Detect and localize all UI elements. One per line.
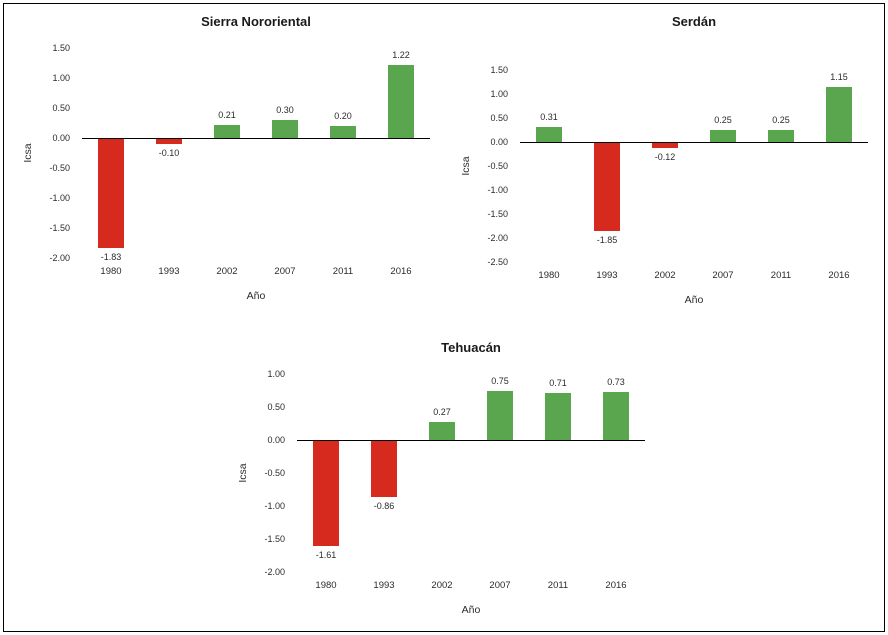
chart-serdan: Serdán Icsa Año 1.50 1.00 0.50 0.00 -0.50 -1.… [448, 8, 880, 320]
bar-value-label: 0.71 [549, 378, 567, 389]
y-tick-label: 0.50 [52, 102, 70, 113]
x-tick-label: 2011 [770, 270, 792, 281]
bar-2011 [330, 126, 356, 138]
bar-value-label: -0.12 [654, 151, 676, 162]
y-tick-label: -0.50 [49, 162, 70, 173]
x-tick-label: 1993 [596, 270, 618, 281]
bar-2002 [214, 125, 240, 138]
y-tick-label: 0.00 [267, 434, 285, 445]
bar-value-label: -1.83 [100, 251, 122, 262]
y-tick-label: -1.00 [49, 192, 70, 203]
x-tick-label: 2007 [274, 266, 296, 277]
bar-2016 [388, 64, 414, 138]
bar-value-label: 0.73 [607, 376, 625, 387]
y-tick-label: -1.50 [49, 222, 70, 233]
x-tick-label: 2002 [216, 266, 238, 277]
y-tick-label: -1.50 [487, 208, 508, 219]
x-tick-label: 2002 [654, 270, 676, 281]
chart-title: Sierra Nororiental [201, 14, 311, 29]
x-axis-label: Año [684, 294, 704, 306]
x-tick-label: 1980 [100, 266, 122, 277]
y-tick-label: 1.50 [490, 64, 508, 75]
bar-value-label: 0.30 [276, 105, 294, 115]
y-tick-label: 0.00 [490, 136, 508, 147]
y-tick-label: -2.00 [49, 252, 70, 263]
bar-value-label: -0.10 [158, 148, 180, 158]
bar-value-label: 0.27 [433, 407, 451, 418]
x-tick-label: 2007 [712, 270, 734, 281]
x-tick-label: 2011 [547, 580, 569, 591]
bar-2002 [652, 143, 678, 148]
y-tick-label: -1.00 [264, 500, 285, 511]
y-tick-label: -2.50 [487, 256, 508, 267]
y-tick-label: 1.00 [52, 72, 70, 83]
bar-2002 [429, 422, 455, 440]
x-tick-label: 2016 [828, 270, 850, 281]
y-tick-label: -2.00 [487, 232, 508, 243]
bar-2007 [487, 390, 513, 440]
bar-1993 [594, 143, 620, 231]
bar-value-label: -0.86 [373, 500, 395, 511]
bar-2011 [768, 130, 794, 142]
zero-axis-line [82, 138, 430, 139]
bar-2007 [272, 120, 298, 138]
y-tick-label: 1.00 [267, 368, 285, 379]
y-tick-label: -2.00 [264, 566, 285, 577]
y-tick-label: -0.50 [264, 467, 285, 478]
bar-value-label: -1.61 [315, 550, 337, 561]
bar-2016 [603, 391, 629, 440]
y-tick-label: 0.50 [267, 401, 285, 412]
bar-1980 [98, 139, 124, 248]
zero-axis-line [520, 142, 868, 143]
bar-1993 [156, 139, 182, 144]
bar-value-label: -1.85 [596, 234, 618, 245]
y-tick-label: 0.50 [490, 112, 508, 123]
x-tick-label: 1980 [538, 270, 560, 281]
zero-axis-line [297, 440, 645, 441]
bar-value-label: 1.22 [392, 49, 410, 60]
chart-title: Serdán [671, 14, 717, 29]
y-tick-label: 1.50 [52, 42, 70, 53]
bar-value-label: 0.25 [714, 115, 732, 125]
bar-value-label: 0.31 [540, 112, 558, 123]
bar-1993 [371, 441, 397, 497]
bar-2007 [710, 130, 736, 142]
x-axis-label: Año [246, 290, 266, 302]
bar-2016 [826, 86, 852, 142]
bar-1980 [536, 127, 562, 142]
bar-value-label: 0.20 [334, 111, 352, 121]
y-axis-label: Icsa [22, 143, 34, 163]
x-tick-label: 1993 [158, 266, 180, 277]
x-tick-label: 2016 [390, 266, 412, 277]
bar-value-label: 0.25 [772, 115, 790, 125]
x-tick-label: 2016 [605, 580, 627, 591]
x-tick-label: 2002 [431, 580, 453, 591]
y-tick-label: -0.50 [487, 160, 508, 171]
x-tick-label: 2011 [332, 266, 354, 277]
bar-value-label: 0.75 [491, 375, 509, 386]
x-tick-label: 1993 [373, 580, 395, 591]
x-tick-label: 1980 [315, 580, 337, 591]
x-axis-label: Año [461, 604, 481, 616]
chart-title: Tehuacán [441, 340, 501, 355]
y-tick-label: 0.00 [52, 132, 70, 143]
bar-value-label: 0.21 [218, 110, 236, 121]
chart-sierra-nororiental: Sierra Nororiental Icsa Año 1.50 1.00 0.50… [10, 8, 442, 320]
bar-2011 [545, 393, 571, 440]
y-tick-label: 1.00 [490, 88, 508, 99]
bar-value-label: 1.15 [830, 71, 848, 82]
y-tick-label: -1.50 [264, 533, 285, 544]
y-tick-label: -1.00 [487, 184, 508, 195]
chart-tehuacan: Tehuacán Icsa Año 1.00 0.50 0.00 -0.50 -1.00… [225, 332, 657, 630]
bar-1980 [313, 441, 339, 547]
x-tick-label: 2007 [489, 580, 511, 591]
